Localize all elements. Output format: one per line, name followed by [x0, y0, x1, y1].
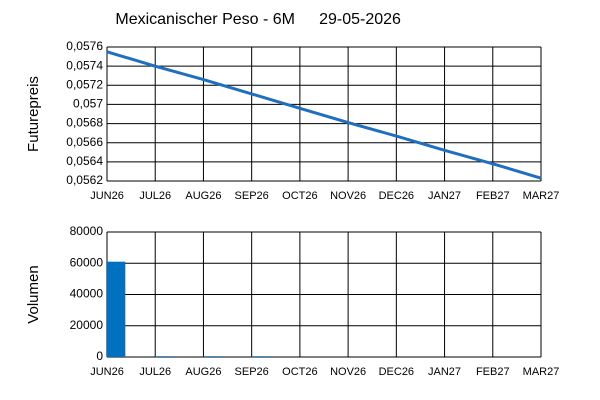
- x-tick-label: AUG26: [185, 190, 221, 202]
- x-tick-label: MAR27: [523, 190, 560, 202]
- y-tick-label: 20000: [70, 318, 104, 332]
- chart-subtitle: 29-05-2026: [319, 11, 401, 28]
- y-tick-label: 0,0568: [66, 116, 103, 130]
- y-tick-label: 60000: [70, 255, 104, 269]
- bar: [155, 356, 174, 357]
- bar: [251, 356, 270, 357]
- x-tick-label: JUL26: [139, 366, 171, 378]
- x-tick-label: JUL26: [139, 190, 171, 202]
- x-tick-label: JAN27: [428, 190, 461, 202]
- y-tick-label: 0,0576: [66, 39, 103, 53]
- y-axis-label: Futurepreis: [25, 76, 42, 152]
- y-tick-label: 40000: [70, 287, 104, 301]
- x-tick-label: DEC26: [379, 190, 414, 202]
- x-tick-label: OCT26: [282, 190, 317, 202]
- y-tick-label: 0,0574: [66, 58, 103, 72]
- x-tick-label: JUN26: [90, 366, 124, 378]
- x-tick-label: SEP26: [235, 190, 269, 202]
- y-tick-label: 0,057: [73, 97, 103, 111]
- y-axis-label: Volumen: [25, 265, 42, 323]
- x-tick-label: JUN26: [90, 190, 124, 202]
- x-tick-label: NOV26: [330, 366, 366, 378]
- y-tick-label: 0,0564: [66, 154, 103, 168]
- x-tick-label: FEB27: [476, 190, 510, 202]
- x-tick-label: SEP26: [235, 366, 269, 378]
- x-tick-label: AUG26: [185, 366, 221, 378]
- y-tick-label: 0,0562: [66, 173, 103, 187]
- x-tick-label: DEC26: [379, 366, 414, 378]
- y-tick-label: 0: [96, 349, 103, 363]
- y-tick-label: 80000: [70, 224, 104, 238]
- x-tick-label: JAN27: [428, 366, 461, 378]
- price-line: [106, 50, 542, 180]
- x-tick-label: NOV26: [330, 190, 366, 202]
- bar: [107, 261, 126, 357]
- bar: [203, 356, 222, 357]
- x-tick-label: OCT26: [282, 366, 317, 378]
- y-tick-label: 0,0566: [66, 135, 103, 149]
- x-tick-label: FEB27: [476, 366, 510, 378]
- chart-title: Mexicanischer Peso - 6M: [115, 11, 295, 28]
- x-tick-label: MAR27: [523, 366, 560, 378]
- y-tick-label: 0,0572: [66, 77, 103, 91]
